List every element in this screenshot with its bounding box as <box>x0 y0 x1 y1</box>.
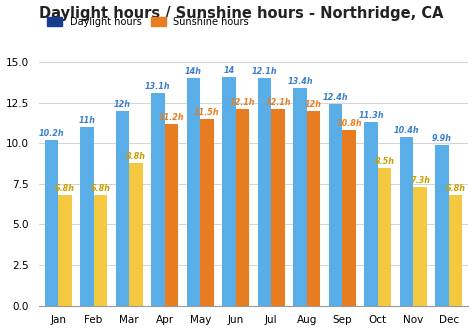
Text: 8.5h: 8.5h <box>374 157 394 166</box>
Bar <box>329 104 342 306</box>
Text: 12.4h: 12.4h <box>323 93 348 102</box>
Text: 6.8h: 6.8h <box>55 184 75 193</box>
Bar <box>436 145 449 306</box>
Text: 10.8h: 10.8h <box>336 119 362 128</box>
Bar <box>80 127 93 306</box>
Text: 8.8h: 8.8h <box>126 152 146 161</box>
Bar <box>236 109 249 306</box>
Bar <box>413 187 427 306</box>
Text: 14: 14 <box>223 66 235 75</box>
Bar <box>200 119 214 306</box>
Text: 6.8h: 6.8h <box>446 184 465 193</box>
Bar <box>58 195 72 306</box>
Bar <box>93 195 107 306</box>
Bar <box>307 111 320 306</box>
Text: 11.2h: 11.2h <box>159 113 184 122</box>
Bar <box>449 195 463 306</box>
Text: 11h: 11h <box>78 116 95 125</box>
Text: Daylight hours / Sunshine hours - Northridge, CA: Daylight hours / Sunshine hours - Northr… <box>38 6 443 21</box>
Text: 12.1h: 12.1h <box>230 98 255 107</box>
Text: 13.1h: 13.1h <box>145 82 171 91</box>
Bar <box>187 78 200 306</box>
Bar <box>164 124 178 306</box>
Text: 12.1h: 12.1h <box>265 98 291 107</box>
Text: 12.1h: 12.1h <box>252 67 277 76</box>
Text: 10.2h: 10.2h <box>38 129 64 138</box>
Bar <box>378 167 392 306</box>
Text: 12h: 12h <box>114 100 131 109</box>
Bar <box>400 137 413 306</box>
Bar <box>222 76 236 306</box>
Bar <box>129 163 143 306</box>
Bar <box>342 130 356 306</box>
Bar <box>45 140 58 306</box>
Text: 11.5h: 11.5h <box>194 108 220 117</box>
Bar <box>258 78 271 306</box>
Bar <box>116 111 129 306</box>
Text: 7.3h: 7.3h <box>410 176 430 185</box>
Bar <box>271 109 285 306</box>
Text: 13.4h: 13.4h <box>287 77 313 86</box>
Text: 11.3h: 11.3h <box>358 111 384 120</box>
Bar <box>151 93 164 306</box>
Bar <box>293 88 307 306</box>
Legend: Daylight hours, Sunshine hours: Daylight hours, Sunshine hours <box>44 13 253 31</box>
Text: 14h: 14h <box>185 67 202 76</box>
Bar <box>365 122 378 306</box>
Text: 12h: 12h <box>305 100 322 109</box>
Text: 10.4h: 10.4h <box>394 126 419 135</box>
Text: 6.8h: 6.8h <box>91 184 110 193</box>
Text: 9.9h: 9.9h <box>432 134 452 143</box>
